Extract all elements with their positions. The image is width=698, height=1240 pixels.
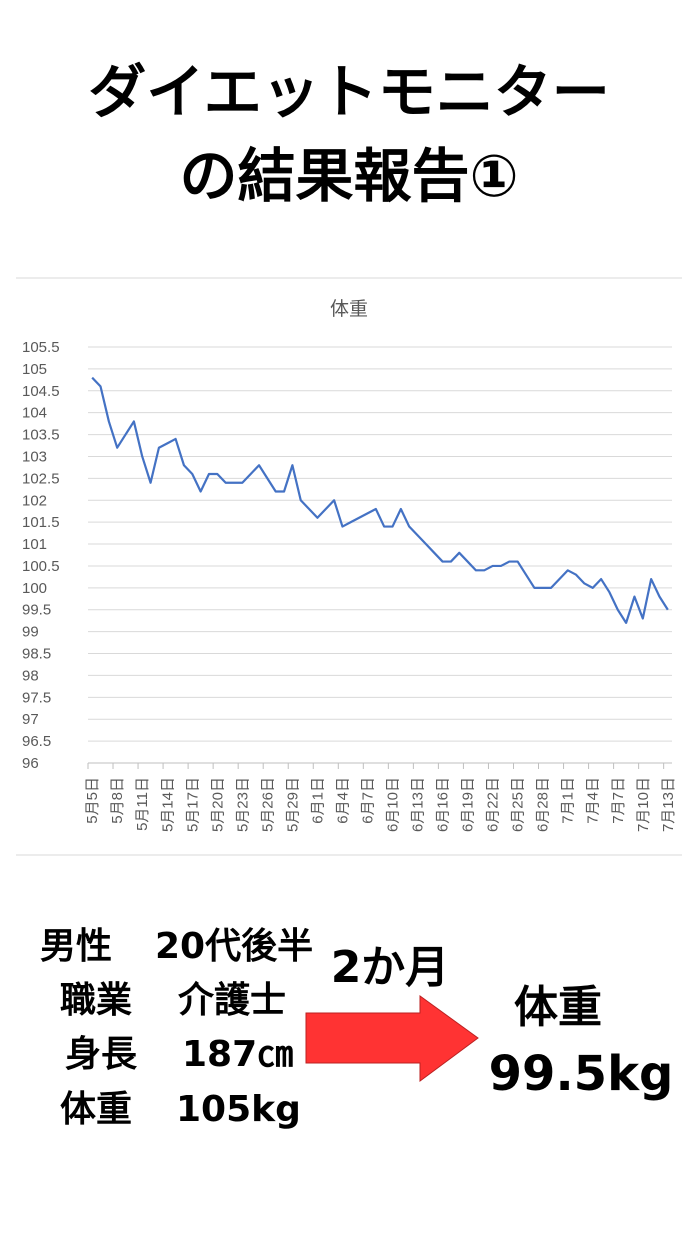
- x-tick-label: 5月23日: [234, 777, 251, 832]
- profile-label: 身長: [65, 1034, 138, 1075]
- y-tick-label: 97: [22, 711, 39, 728]
- profile-value: 187㎝: [182, 1034, 293, 1075]
- y-tick-label: 96.5: [22, 733, 51, 750]
- plot: 96 96.5 97 97.5 98 98.5 99 99.5 100 100.5 101 101.5…: [22, 339, 677, 832]
- x-tick-label: 6月25日: [510, 777, 527, 832]
- chart-title: 体重: [330, 298, 368, 320]
- x-tick-label: 5月14日: [159, 777, 176, 832]
- y-tick-label: 102.5: [22, 470, 60, 487]
- y-tick-label: 98: [22, 667, 39, 684]
- y-tick-label: 103: [22, 448, 47, 465]
- y-tick-label: 97.5: [22, 689, 51, 706]
- x-tick-label: 6月16日: [435, 777, 452, 832]
- y-tick-label: 99.5: [22, 602, 51, 619]
- y-tick-label: 101: [22, 536, 47, 553]
- title-line: の結果報告①: [179, 142, 518, 210]
- y-tick-label: 100.5: [22, 558, 60, 575]
- profile-label: 体重: [60, 1089, 132, 1130]
- y-tick-label: 104.5: [22, 383, 60, 400]
- profile-label: 職業: [60, 980, 132, 1021]
- x-tick-label: 7月4日: [585, 777, 602, 824]
- x-tick-label: 7月10日: [635, 777, 652, 832]
- x-tick-label: 5月20日: [209, 777, 226, 832]
- x-tick-label: 5月26日: [259, 777, 276, 832]
- y-tick-label: 100: [22, 580, 47, 597]
- y-tick-label: 102: [22, 492, 47, 509]
- period: 2か月: [331, 942, 450, 993]
- x-tick-label: 5月11日: [134, 777, 151, 831]
- x-tick-label: 5月8日: [109, 777, 126, 824]
- x-tick-label: 5月5日: [84, 777, 101, 824]
- x-tick-label: 7月13日: [660, 777, 677, 832]
- x-tick-label: 6月4日: [334, 777, 351, 824]
- x-tick-label: 6月10日: [385, 777, 402, 832]
- y-tick-label: 103.5: [22, 427, 60, 444]
- y-tick-label: 96: [22, 755, 39, 772]
- y-tick-label: 104: [22, 405, 47, 422]
- arrow: [305, 995, 479, 1082]
- result-label: 体重: [514, 982, 602, 1033]
- x-tick-label: 6月22日: [485, 777, 502, 832]
- profile-label: 男性: [40, 926, 112, 967]
- x-tick-label: 5月17日: [184, 777, 201, 832]
- x-tick-label: 6月19日: [460, 777, 477, 832]
- y-tick-label: 105.5: [22, 339, 60, 356]
- result-value: 99.5kg: [489, 1046, 674, 1102]
- title-line: ダイエットモニター: [88, 58, 609, 126]
- y-tick-label: 99: [22, 624, 39, 641]
- x-tick-label: 6月1日: [309, 777, 326, 824]
- x-tick-label: 6月13日: [410, 777, 427, 832]
- y-tick-label: 98.5: [22, 646, 51, 663]
- y-tick-label: 101.5: [22, 514, 60, 531]
- profile-value: 105kg: [176, 1089, 301, 1130]
- data-line: [91, 376, 669, 624]
- profile-value: 介護士: [178, 980, 286, 1021]
- x-tick-label: 6月7日: [359, 777, 376, 824]
- profile-value: 20代後半: [155, 926, 313, 967]
- x-tick-label: 7月1日: [560, 777, 577, 824]
- x-tick-label: 5月29日: [284, 777, 301, 832]
- x-tick-label: 7月7日: [610, 777, 627, 824]
- x-tick-label: 6月28日: [535, 777, 552, 832]
- y-tick-label: 105: [22, 361, 47, 378]
